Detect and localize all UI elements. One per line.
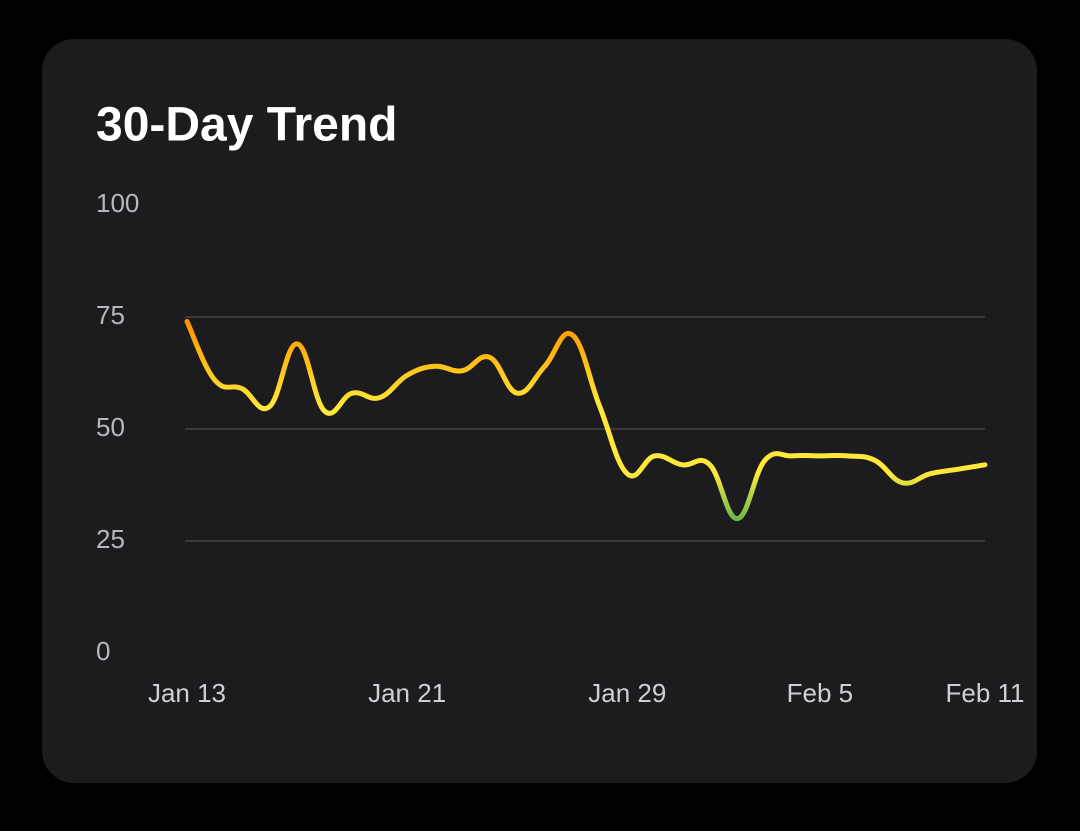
- x-tick-label: Jan 29: [588, 678, 666, 708]
- x-tick-label: Jan 21: [368, 678, 446, 708]
- y-tick-label: 100: [96, 188, 139, 218]
- y-tick-label: 50: [96, 412, 125, 442]
- x-tick-label: Feb 11: [945, 678, 1024, 708]
- chart-title: 30-Day Trend: [96, 99, 397, 152]
- y-tick-label: 25: [96, 524, 125, 554]
- x-tick-label: Jan 13: [148, 678, 226, 708]
- y-tick-label: 75: [96, 300, 125, 330]
- y-tick-label: 0: [96, 636, 110, 666]
- x-tick-label: Feb 5: [787, 678, 854, 708]
- trend-line: [184, 318, 988, 522]
- card-background: [42, 39, 1037, 783]
